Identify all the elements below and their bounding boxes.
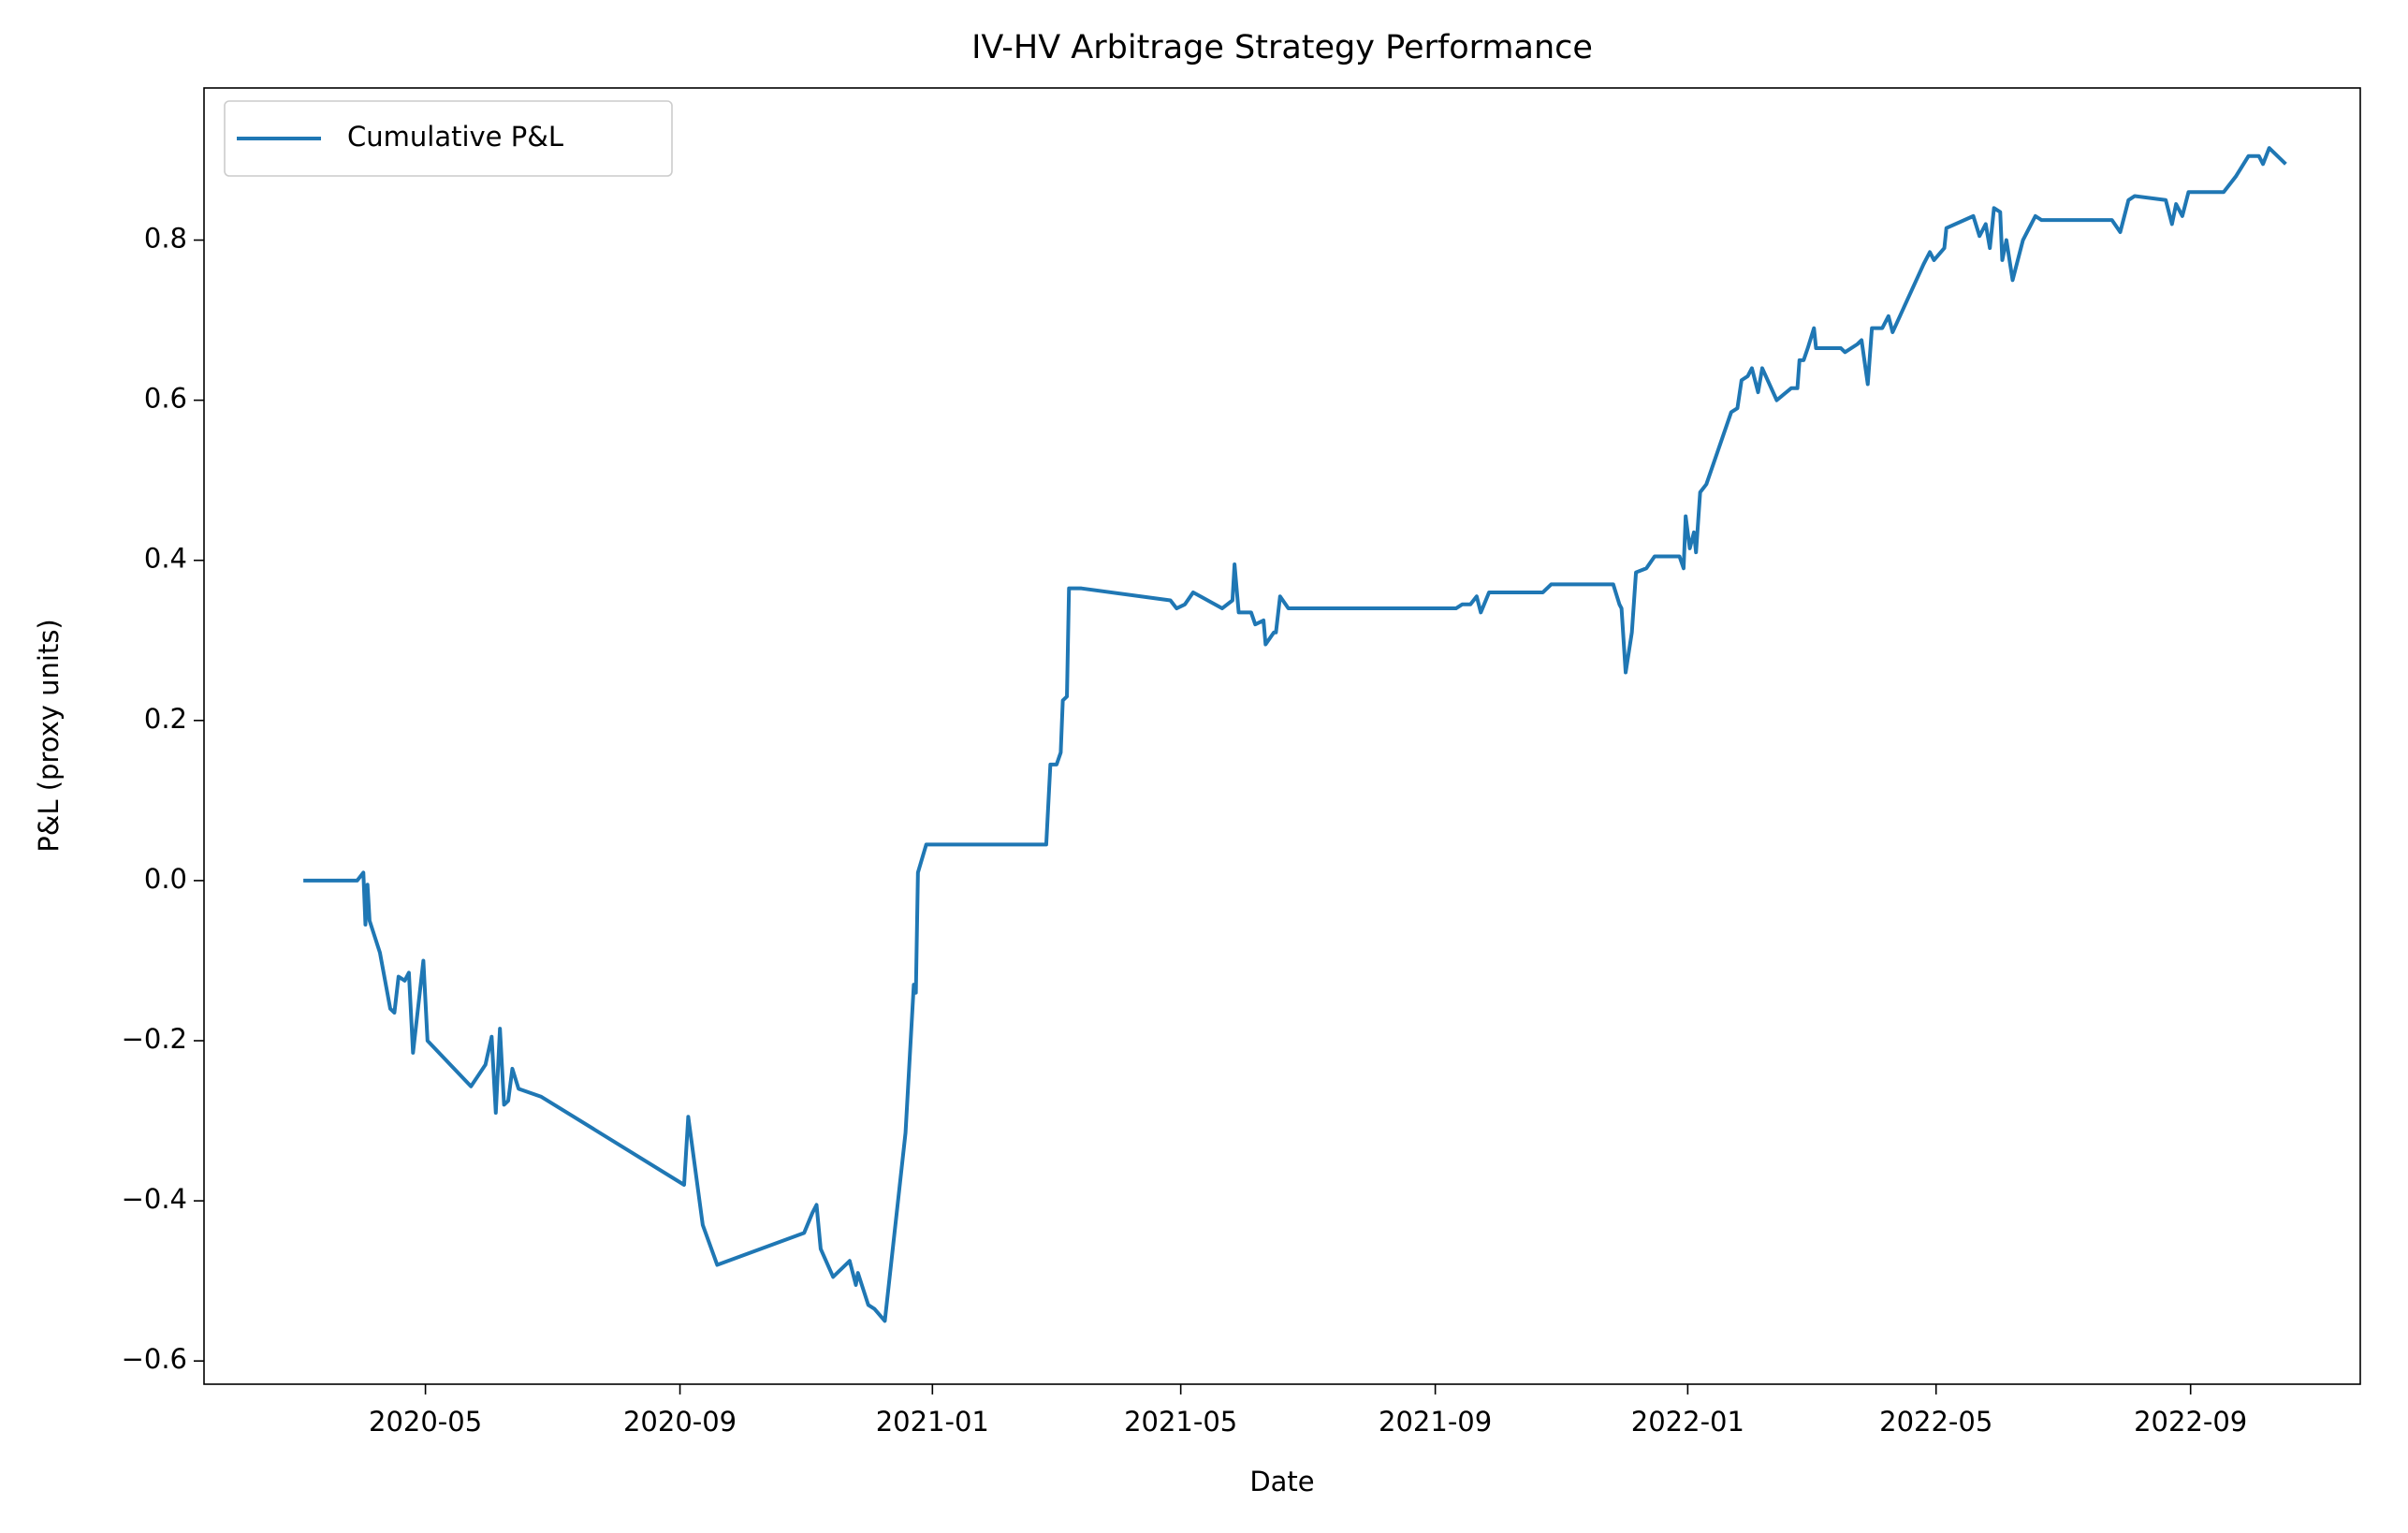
x-tick-label: 2021-01: [876, 1406, 989, 1438]
x-tick-label: 2021-09: [1379, 1406, 1492, 1438]
y-tick-label: 0.0: [144, 863, 187, 895]
x-tick-label: 2022-09: [2134, 1406, 2247, 1438]
x-tick-label: 2020-09: [623, 1406, 737, 1438]
y-tick-label: 0.4: [144, 543, 187, 575]
legend-label: Cumulative P&L: [347, 121, 563, 153]
y-tick-label: −0.4: [122, 1183, 187, 1215]
x-tick-label: 2020-05: [369, 1406, 482, 1438]
y-tick-label: 0.8: [144, 223, 187, 255]
x-tick-label: 2021-05: [1124, 1406, 1237, 1438]
y-tick-label: 0.6: [144, 383, 187, 415]
y-tick-label: −0.2: [122, 1023, 187, 1055]
chart-title: IV-HV Arbitrage Strategy Performance: [971, 29, 1593, 66]
x-axis-label: Date: [1249, 1466, 1314, 1497]
y-tick-label: 0.2: [144, 703, 187, 735]
plot-frame: [203, 87, 2361, 1385]
legend-box: [224, 100, 673, 177]
x-tick-label: 2022-05: [1879, 1406, 1992, 1438]
y-tick-label: −0.6: [122, 1343, 187, 1375]
x-tick-label: 2022-01: [1631, 1406, 1744, 1438]
data-line: [303, 146, 2287, 1323]
y-axis-label: P&L (proxy units): [33, 619, 65, 853]
